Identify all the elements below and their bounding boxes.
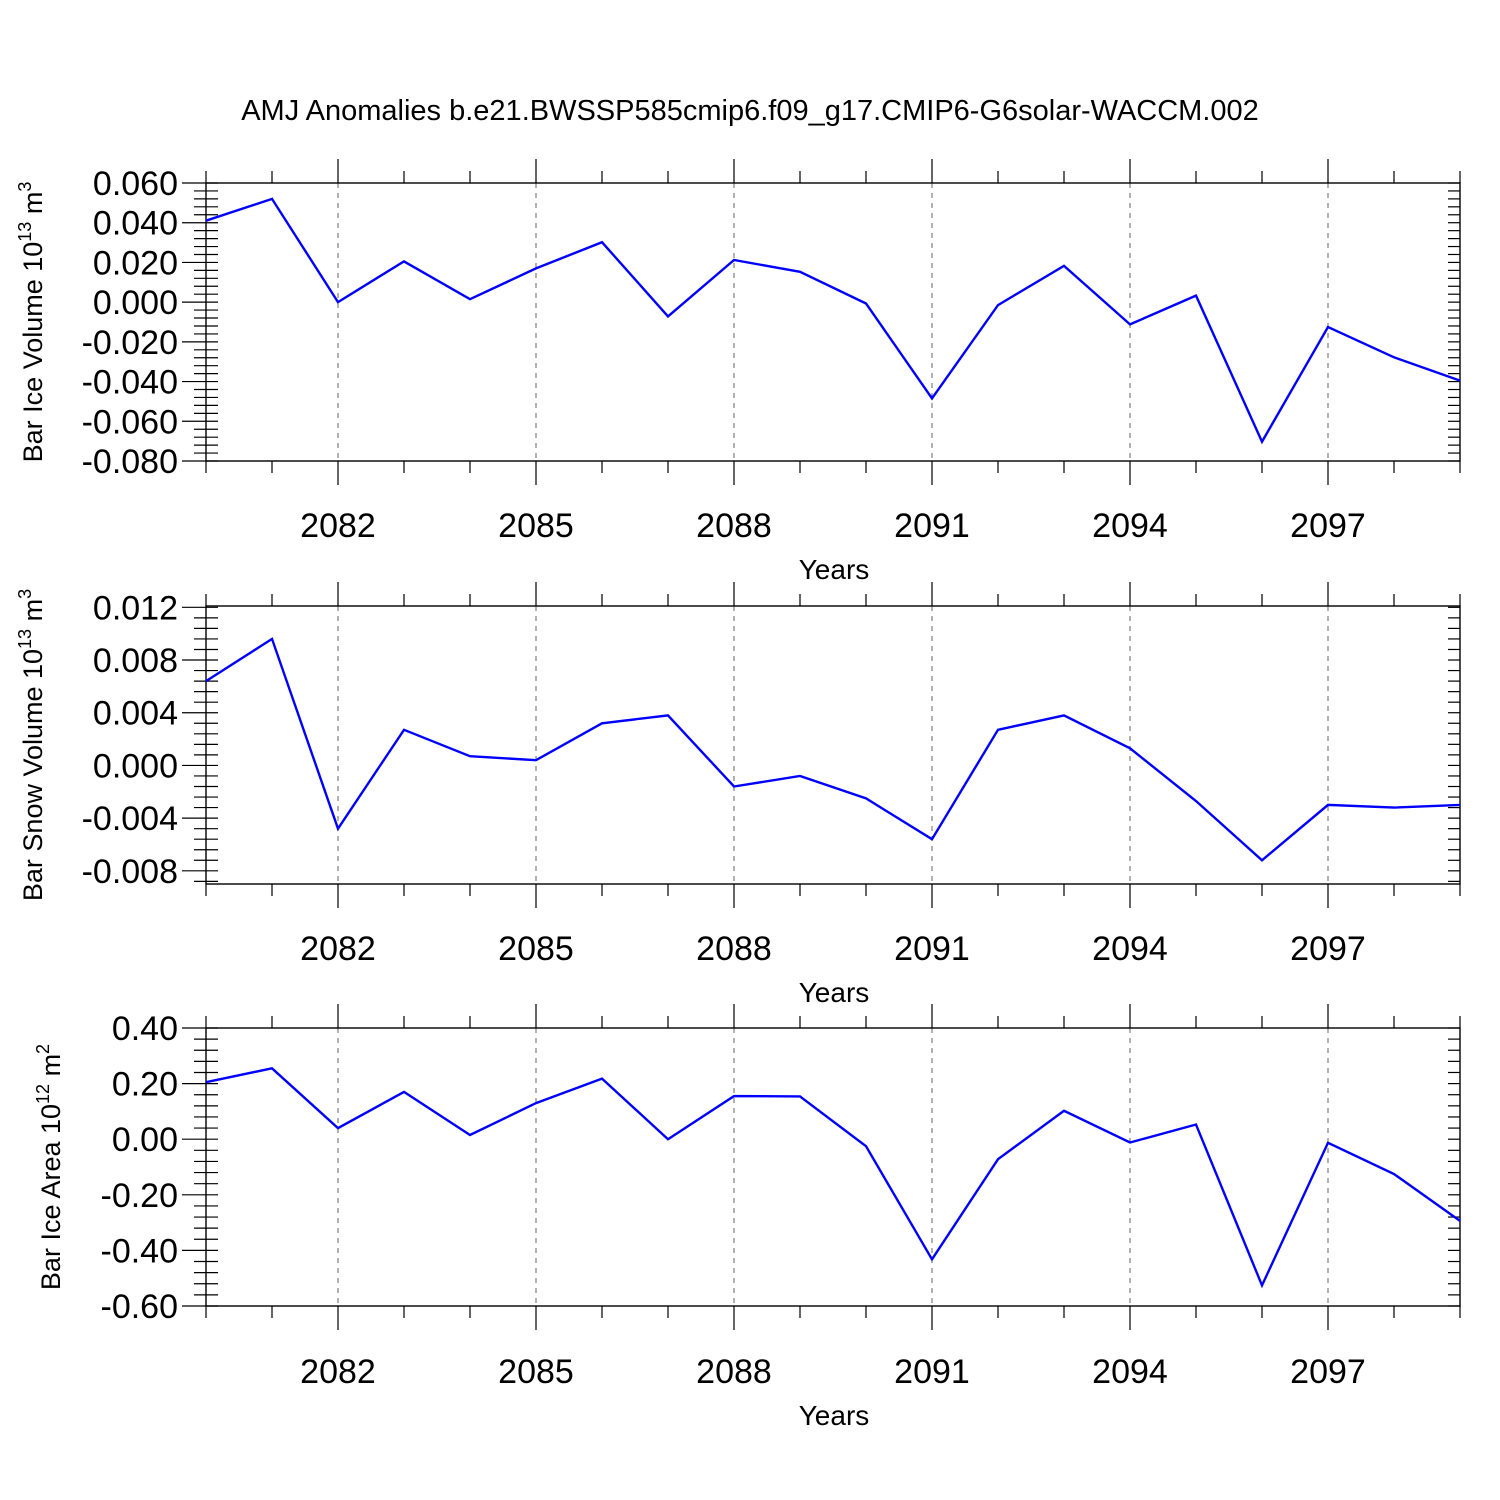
y-axis-label-unit: m: [36, 1054, 66, 1084]
y-tick-label: 0.060: [93, 165, 178, 203]
x-tick-label: 2094: [1092, 930, 1168, 968]
x-tick-label: 2082: [300, 1353, 376, 1391]
y-tick-label: -0.080: [82, 443, 178, 481]
y-tick-label: -0.060: [82, 403, 178, 441]
y-axis-label: Bar Snow Volume 1013 m3: [15, 589, 48, 901]
y-axis-label-exponent: 12: [33, 1084, 53, 1104]
y-tick-label: 0.00: [112, 1121, 178, 1159]
y-tick-label: 0.20: [112, 1066, 178, 1104]
y-tick-label: 0.40: [112, 1010, 178, 1048]
y-tick-label: -0.020: [82, 324, 178, 362]
y-tick-label: 0.000: [93, 747, 178, 785]
y-tick-label: 0.008: [93, 642, 178, 680]
series-line: [205, 637, 1461, 862]
x-tick-label: 2094: [1092, 507, 1168, 545]
series-line: [205, 1066, 1461, 1289]
y-tick-label: -0.004: [82, 800, 178, 838]
y-tick-label: 0.020: [93, 244, 178, 282]
x-tick-label: 2085: [498, 507, 574, 545]
x-tick-label: 2091: [894, 1353, 970, 1391]
y-tick-label: -0.40: [101, 1232, 179, 1270]
plot-frame: [205, 605, 1461, 885]
y-tick-label: -0.20: [101, 1177, 179, 1215]
y-axis-label-unit-exponent: 3: [15, 182, 35, 192]
x-tick-label: 2097: [1290, 1353, 1366, 1391]
panel-1: -0.080-0.060-0.040-0.0200.0000.0200.0400…: [15, 159, 1461, 585]
y-axis-label-unit-exponent: 3: [15, 589, 35, 599]
x-tick-label: 2082: [300, 507, 376, 545]
y-axis-label-text: Bar Snow Volume 10: [18, 649, 48, 901]
plot-frame: [205, 1027, 1461, 1307]
y-axis-label-exponent: 13: [15, 629, 35, 649]
x-tick-label: 2091: [894, 507, 970, 545]
panel-2: -0.008 -0.004 0.000 0.004 0.008 0.012 2082 2085…: [15, 582, 1461, 1008]
y-tick-label: -0.008: [82, 853, 178, 891]
y-tick-label: 0.000: [93, 284, 178, 322]
x-axis-label: Years: [799, 554, 870, 585]
chart-panels: -0.080-0.060-0.040-0.0200.0000.0200.0400…: [15, 159, 1461, 1431]
series-line: [205, 197, 1461, 445]
x-tick-label: 2097: [1290, 930, 1366, 968]
x-tick-label: 2085: [498, 930, 574, 968]
y-axis-label-text: Bar Ice Area 10: [36, 1104, 66, 1290]
x-tick-label: 2094: [1092, 1353, 1168, 1391]
x-axis-label: Years: [799, 1400, 870, 1431]
y-tick-label: -0.60: [101, 1288, 179, 1326]
x-axis-label: Years: [799, 977, 870, 1008]
y-tick-label: -0.040: [82, 364, 178, 402]
x-tick-label: 2082: [300, 930, 376, 968]
y-axis-label: Bar Ice Volume 1013 m3: [15, 182, 48, 463]
x-tick-label: 2097: [1290, 507, 1366, 545]
panel-3: -0.60 -0.40 -0.20 0.00 0.20 0.40 2082 2085 2088 2…: [33, 1004, 1461, 1431]
x-tick-label: 2091: [894, 930, 970, 968]
x-tick-label: 2088: [696, 1353, 772, 1391]
y-axis-label-exponent: 13: [15, 222, 35, 242]
y-axis-label-unit: m: [18, 599, 48, 629]
x-tick-label: 2088: [696, 507, 772, 545]
y-tick-label: 0.040: [93, 205, 178, 243]
y-tick-label: 0.004: [93, 695, 178, 733]
y-axis-label-unit: m: [18, 192, 48, 222]
y-axis-label-unit-exponent: 2: [33, 1044, 53, 1054]
x-tick-label: 2088: [696, 930, 772, 968]
y-axis-label: Bar Ice Area 1012 m2: [33, 1044, 66, 1290]
y-axis-label-text: Bar Ice Volume 10: [18, 242, 48, 463]
chart-title: AMJ Anomalies b.e21.BWSSP585cmip6.f09_g1…: [241, 95, 1259, 127]
y-tick-label: 0.012: [93, 589, 178, 627]
plot-frame: [205, 182, 1461, 462]
x-tick-label: 2085: [498, 1353, 574, 1391]
